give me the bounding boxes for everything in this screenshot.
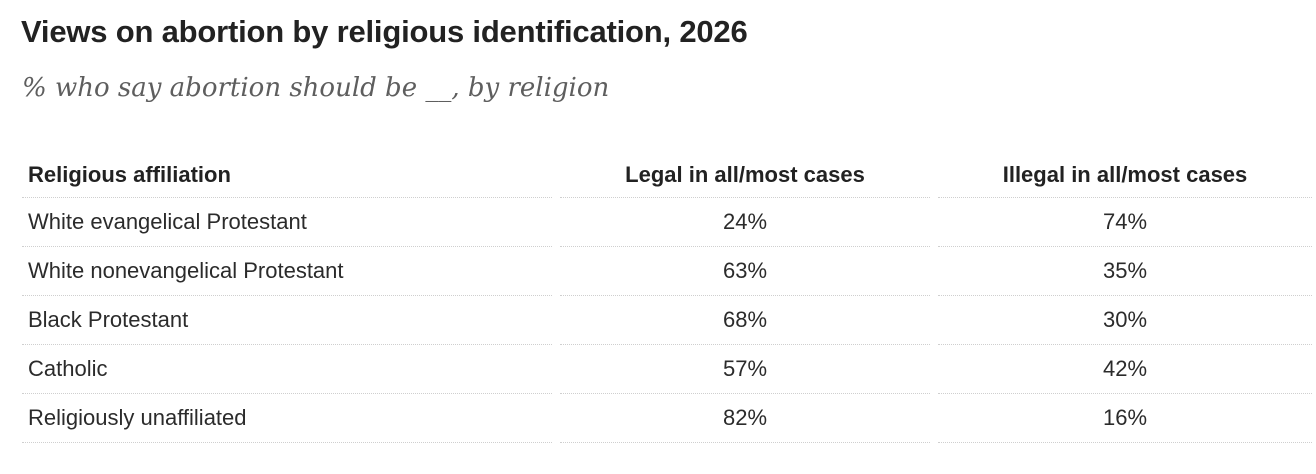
row-label: Black Protestant [22, 296, 552, 345]
row-label: Religiously unaffiliated [22, 394, 552, 443]
table-header-row: Religious affiliation Legal in all/most … [22, 150, 1312, 198]
illegal-value: 42% [938, 345, 1312, 394]
table-row: White nonevangelical Protestant 63% 35% [22, 247, 1312, 296]
illegal-value: 35% [938, 247, 1312, 296]
legal-value: 63% [560, 247, 930, 296]
data-table: Religious affiliation Legal in all/most … [14, 150, 1316, 443]
legal-value: 24% [560, 198, 930, 247]
data-table-container: Religious affiliation Legal in all/most … [22, 150, 1312, 443]
column-header-legal: Legal in all/most cases [560, 150, 930, 198]
chart-subtitle: % who say abortion should be __, by reli… [22, 73, 610, 103]
row-label: Catholic [22, 345, 552, 394]
table-row: Religiously unaffiliated 82% 16% [22, 394, 1312, 443]
illegal-value: 30% [938, 296, 1312, 345]
column-header-affiliation: Religious affiliation [22, 150, 552, 198]
chart-title: Views on abortion by religious identific… [21, 14, 748, 49]
row-label: White nonevangelical Protestant [22, 247, 552, 296]
column-header-illegal: Illegal in all/most cases [938, 150, 1312, 198]
illegal-value: 16% [938, 394, 1312, 443]
table-row: White evangelical Protestant 24% 74% [22, 198, 1312, 247]
legal-value: 68% [560, 296, 930, 345]
legal-value: 82% [560, 394, 930, 443]
table-row: Black Protestant 68% 30% [22, 296, 1312, 345]
row-label: White evangelical Protestant [22, 198, 552, 247]
legal-value: 57% [560, 345, 930, 394]
table-row: Catholic 57% 42% [22, 345, 1312, 394]
illegal-value: 74% [938, 198, 1312, 247]
